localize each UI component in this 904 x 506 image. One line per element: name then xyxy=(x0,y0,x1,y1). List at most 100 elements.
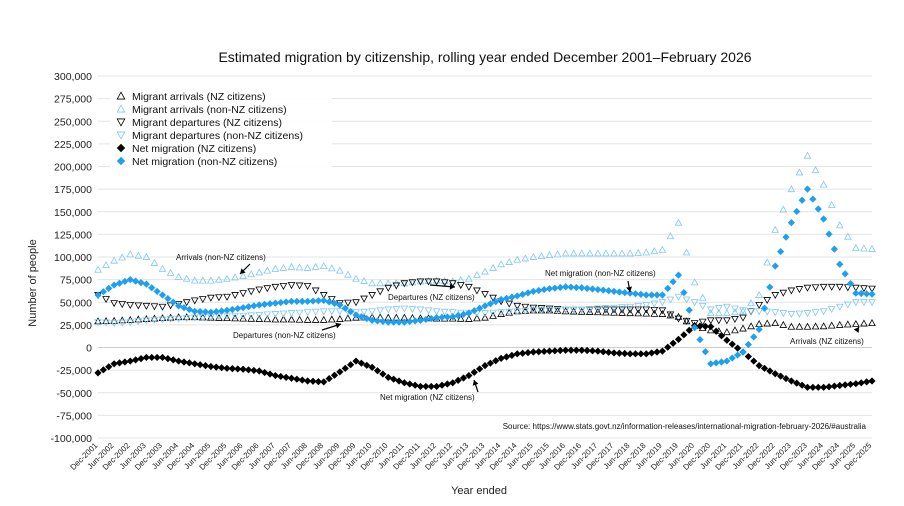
data-point xyxy=(602,305,610,313)
data-point xyxy=(464,274,473,282)
legend-marker xyxy=(116,143,126,153)
data-point xyxy=(196,361,204,369)
data-point xyxy=(279,315,288,323)
data-point xyxy=(464,314,473,322)
data-point xyxy=(263,266,272,274)
data-point xyxy=(755,302,764,309)
legend-label: Net migration (non-NZ citizens) xyxy=(132,156,277,168)
data-point xyxy=(787,311,796,319)
data-point xyxy=(121,358,129,366)
data-point xyxy=(868,377,876,385)
data-point xyxy=(325,374,333,383)
data-point xyxy=(811,309,820,317)
data-point xyxy=(110,360,118,368)
data-point xyxy=(803,284,812,292)
data-point xyxy=(489,263,497,271)
data-point xyxy=(247,270,256,278)
data-point xyxy=(648,291,656,299)
data-point xyxy=(244,303,253,311)
data-point xyxy=(551,284,559,292)
data-point xyxy=(94,265,102,273)
data-point xyxy=(529,252,538,260)
data-point xyxy=(94,319,102,327)
data-point xyxy=(239,312,248,320)
data-point xyxy=(360,276,368,284)
legend-label: Migrant departures (non-NZ citizens) xyxy=(132,130,303,142)
data-point xyxy=(295,315,304,323)
data-point xyxy=(392,306,401,314)
data-point xyxy=(158,303,167,311)
data-point xyxy=(803,151,812,159)
y-tick-label: 200,000 xyxy=(54,162,92,174)
data-point xyxy=(424,278,433,286)
data-point xyxy=(588,285,597,293)
data-point xyxy=(868,285,876,293)
data-point xyxy=(250,366,258,375)
data-point xyxy=(376,279,385,287)
data-point xyxy=(696,336,704,344)
data-point xyxy=(868,290,876,298)
data-point xyxy=(851,319,860,327)
data-point xyxy=(443,380,451,388)
data-point xyxy=(771,262,779,270)
data-point xyxy=(777,372,785,380)
data-point xyxy=(521,303,530,311)
data-point xyxy=(682,317,691,325)
data-point xyxy=(215,294,223,302)
data-point xyxy=(424,307,433,315)
legend-marker xyxy=(116,131,126,140)
data-point xyxy=(142,252,151,260)
data-point xyxy=(698,318,707,326)
data-point xyxy=(771,309,780,317)
data-point xyxy=(311,287,320,295)
data-point xyxy=(658,307,667,315)
chart-title: Estimated migration by citizenship, roll… xyxy=(218,49,751,65)
data-point xyxy=(363,361,371,369)
data-point xyxy=(787,287,796,295)
data-point xyxy=(368,363,376,372)
data-point xyxy=(685,306,693,314)
legend: Migrant arrivals (NZ citizens)Migrant ar… xyxy=(110,86,332,170)
data-point xyxy=(868,244,876,252)
data-point xyxy=(830,382,838,390)
y-tick-label: 25,000 xyxy=(60,320,92,332)
data-point xyxy=(537,252,546,260)
data-point xyxy=(416,306,425,314)
data-point xyxy=(634,248,643,256)
data-point xyxy=(505,308,514,316)
data-point xyxy=(755,362,763,370)
data-point xyxy=(330,371,339,379)
data-point xyxy=(448,309,457,317)
data-point xyxy=(255,311,264,319)
data-point xyxy=(795,322,804,330)
data-point xyxy=(690,278,699,286)
data-point xyxy=(102,296,110,304)
data-point xyxy=(486,300,494,308)
data-point xyxy=(298,297,306,305)
data-point xyxy=(182,299,191,307)
data-point xyxy=(843,301,852,309)
data-point xyxy=(384,284,393,292)
data-point xyxy=(513,350,521,358)
data-point xyxy=(239,314,248,322)
data-point xyxy=(835,221,844,229)
data-point xyxy=(851,284,860,292)
data-point xyxy=(295,309,304,317)
data-point xyxy=(320,296,328,305)
y-tick-label: 125,000 xyxy=(54,229,92,241)
data-point xyxy=(830,245,838,253)
data-point xyxy=(454,311,462,320)
data-point xyxy=(819,308,828,316)
data-point xyxy=(303,263,312,271)
data-point xyxy=(529,307,538,315)
legend-marker xyxy=(116,91,126,100)
data-point xyxy=(368,316,376,324)
data-point xyxy=(505,300,514,308)
data-point xyxy=(814,383,822,391)
data-point xyxy=(637,290,645,299)
data-point xyxy=(190,276,199,284)
data-point xyxy=(674,335,683,343)
data-point xyxy=(311,308,320,316)
data-point xyxy=(602,249,610,257)
data-point xyxy=(820,383,828,391)
